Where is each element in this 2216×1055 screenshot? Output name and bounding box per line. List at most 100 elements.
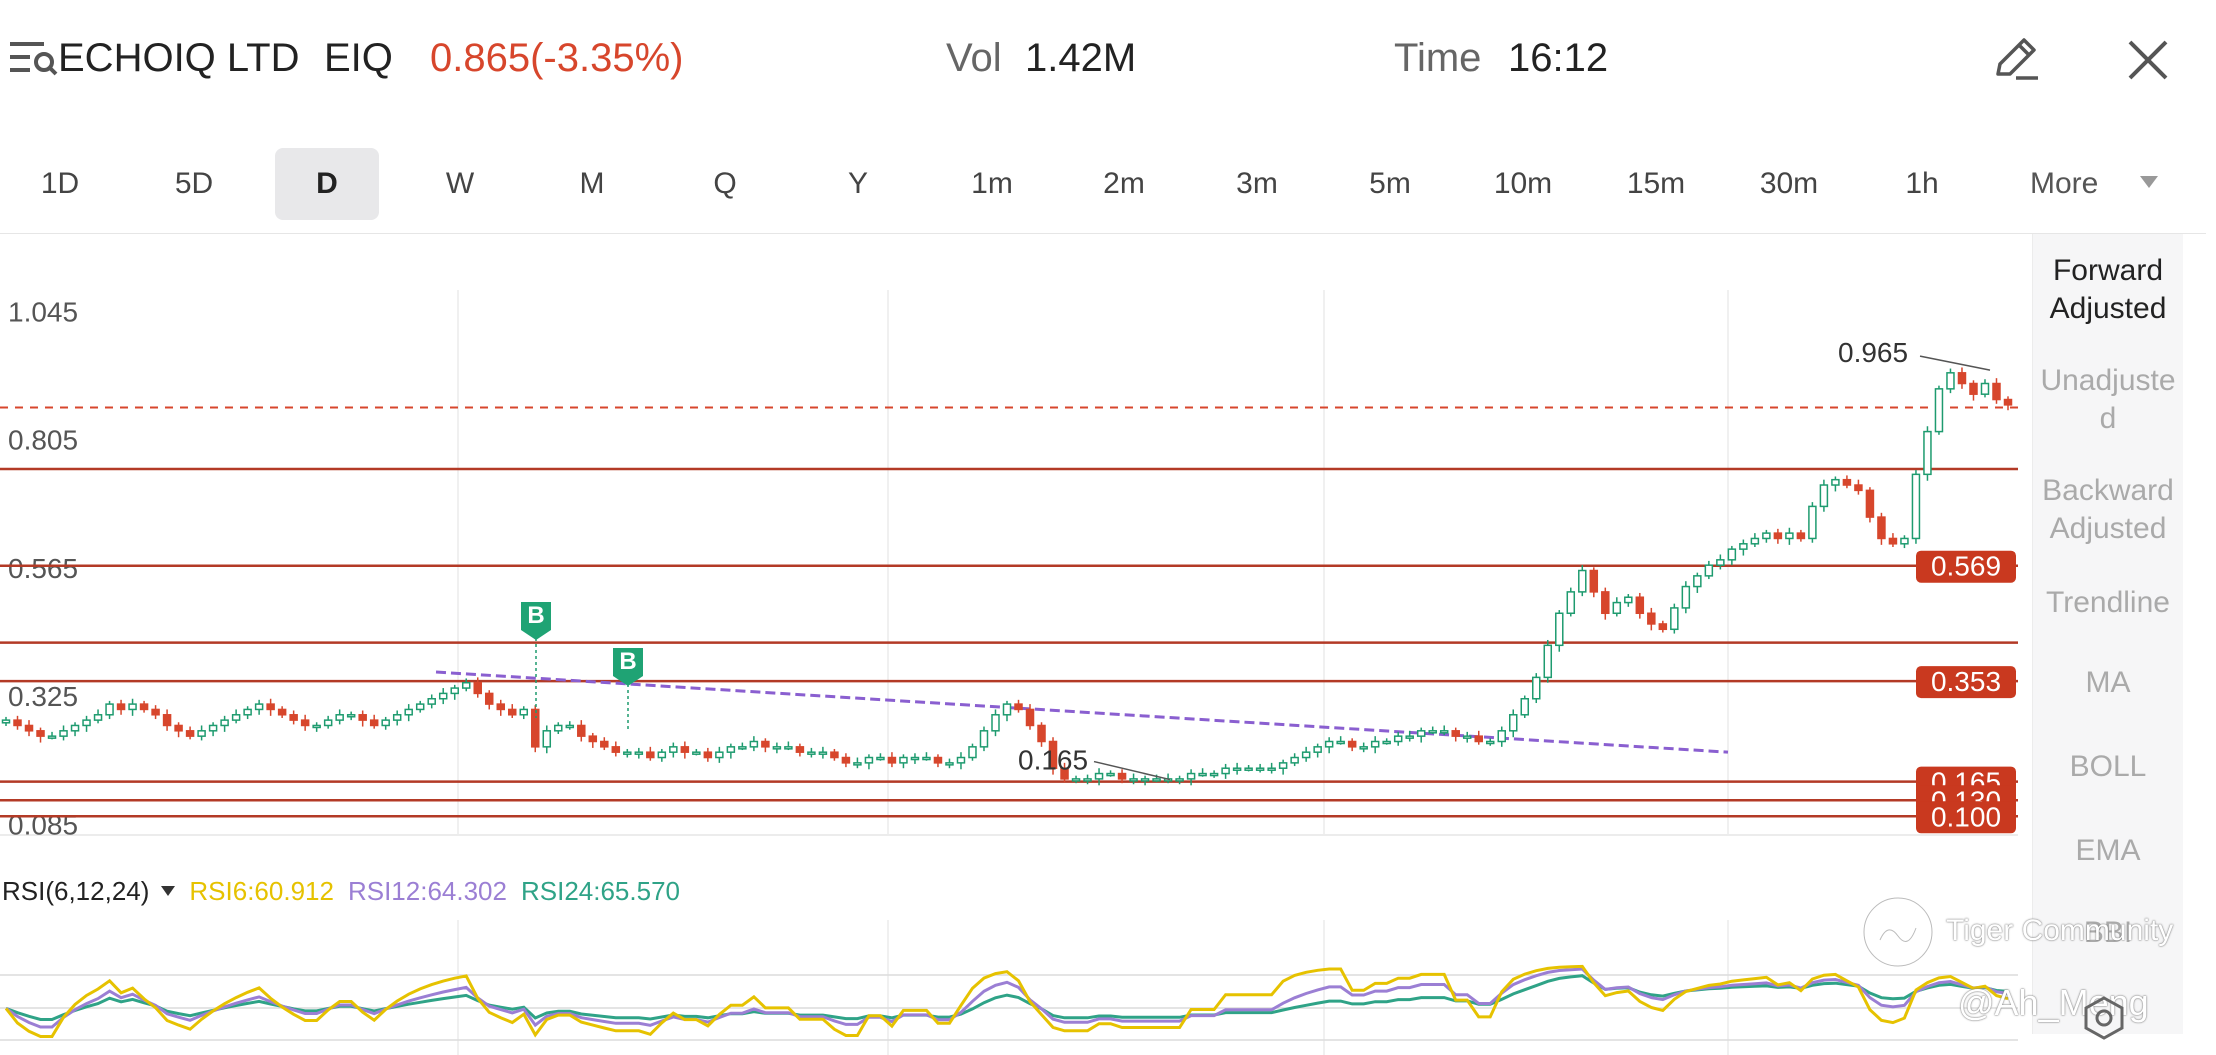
candle — [749, 736, 759, 752]
candle — [1704, 560, 1714, 580]
tab-5d[interactable]: 5D — [174, 167, 214, 200]
candle — [784, 741, 793, 751]
tab-5m[interactable]: 5m — [1369, 167, 1411, 200]
rsi12-line — [5, 967, 2009, 1029]
candle — [623, 748, 632, 758]
candle — [1405, 730, 1414, 742]
candle — [1566, 587, 1576, 617]
candle — [1485, 738, 1495, 746]
close-icon[interactable] — [2124, 36, 2172, 84]
list-search-icon[interactable] — [10, 38, 58, 78]
volume-label: Vol — [946, 36, 1002, 80]
candle — [1923, 426, 1932, 481]
candle — [979, 726, 989, 752]
buy-markers: BB — [521, 602, 643, 730]
candle — [1543, 639, 1553, 683]
candle — [1681, 581, 1691, 614]
candle — [565, 721, 575, 730]
candle — [945, 758, 954, 769]
candle — [185, 726, 195, 740]
candle — [634, 747, 644, 759]
side-item-trendline[interactable]: Trendline — [2046, 586, 2170, 619]
tiger-logo-icon — [1861, 895, 1935, 969]
tab-d[interactable]: D — [275, 148, 379, 220]
candle — [1601, 587, 1610, 620]
pencil-icon[interactable] — [1990, 34, 2042, 84]
buy-marker-0[interactable]: B — [521, 602, 551, 718]
tab-y[interactable]: Y — [847, 167, 868, 200]
candle — [899, 754, 908, 769]
candle — [1037, 722, 1046, 747]
candle — [461, 678, 471, 692]
settings-hexagon-icon[interactable] — [2082, 996, 2126, 1040]
candle — [853, 757, 862, 769]
side-item-ma[interactable]: MA — [2085, 666, 2131, 699]
candle — [715, 746, 724, 763]
tab-w[interactable]: W — [445, 167, 475, 200]
candle — [1129, 773, 1138, 785]
tab-15m[interactable]: 15m — [1626, 167, 1686, 200]
candle — [1612, 597, 1622, 617]
candle — [657, 748, 667, 762]
candle — [312, 722, 321, 732]
candle — [450, 684, 459, 700]
more-dropdown[interactable]: More — [2030, 167, 2099, 200]
candle — [1428, 726, 1437, 735]
candle — [1727, 545, 1737, 566]
tab-2m[interactable]: 2m — [1103, 167, 1145, 200]
y-axis-label-3: 0.325 — [8, 681, 78, 712]
candle — [1509, 709, 1518, 738]
candle — [1762, 529, 1771, 543]
watermark-handle: @Ah_Meng — [1958, 982, 2149, 1023]
side-item-unadjusted[interactable]: Unadjusted — [2040, 364, 2176, 435]
candle — [82, 715, 91, 732]
candle — [1002, 700, 1012, 722]
rsi-indicator-label[interactable]: RSI(6,12,24) — [2, 875, 150, 906]
buy-marker-1[interactable]: B — [613, 648, 643, 730]
level-tag-6: 0.100 — [1916, 801, 2016, 834]
side-item-boll[interactable]: BOLL — [2069, 750, 2147, 783]
side-item-forward-adjusted[interactable]: Forward Adjusted — [2049, 254, 2167, 325]
tab-30m[interactable]: 30m — [1759, 167, 1819, 200]
rsi24-value: RSI24:65.570 — [520, 875, 680, 906]
candle — [1658, 620, 1668, 633]
candle — [508, 704, 517, 718]
candle — [473, 677, 482, 698]
caret-down-icon[interactable] — [161, 886, 176, 897]
candle — [243, 706, 252, 720]
tab-1h[interactable]: 1h — [1905, 167, 1939, 200]
trendline-line[interactable] — [435, 670, 1729, 754]
candle — [588, 732, 598, 748]
candle — [910, 753, 920, 764]
candle — [254, 699, 264, 715]
candle — [1497, 726, 1506, 747]
side-item-bbi[interactable]: BBI — [2083, 916, 2133, 949]
low-annotation-leader — [1093, 760, 1171, 781]
candle — [381, 716, 390, 730]
candle — [554, 722, 563, 735]
chart-grid — [0, 290, 2018, 1055]
tab-m[interactable]: M — [579, 167, 605, 200]
side-item-ema[interactable]: EMA — [2075, 834, 2141, 867]
candle — [1301, 746, 1311, 762]
tab-3m[interactable]: 3m — [1236, 167, 1278, 200]
tab-q[interactable]: Q — [713, 167, 737, 200]
time-value: 16:12 — [1508, 36, 1609, 80]
tab-10m[interactable]: 10m — [1493, 167, 1553, 200]
candle — [1819, 479, 1829, 512]
tab-1d[interactable]: 1D — [40, 167, 80, 200]
tab-1m[interactable]: 1m — [971, 167, 1013, 200]
candle — [1750, 533, 1760, 548]
level-tag-1: 0.569 — [1916, 550, 2016, 583]
candle — [1946, 368, 1955, 394]
chevron-down-icon[interactable] — [2140, 176, 2158, 188]
candle — [577, 720, 586, 742]
candle — [1911, 470, 1921, 544]
candle — [358, 710, 367, 727]
side-item-backward-adjusted[interactable]: Backward Adjusted — [2042, 474, 2174, 545]
candle — [1877, 512, 1886, 545]
candle — [726, 743, 736, 759]
candle — [519, 706, 529, 720]
